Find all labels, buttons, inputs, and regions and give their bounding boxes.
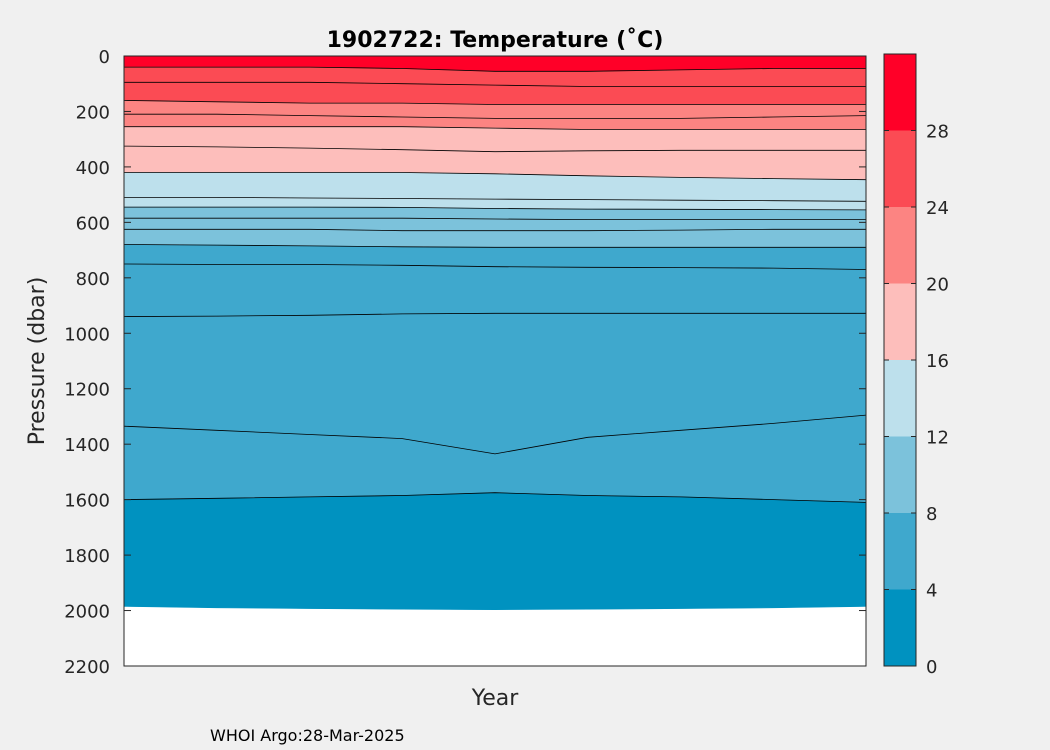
contour-fills bbox=[123, 55, 867, 611]
y-tick-label: 1400 bbox=[64, 435, 110, 456]
contour-line bbox=[123, 414, 867, 455]
y-tick-label: 400 bbox=[76, 158, 110, 179]
contour-line bbox=[124, 126, 866, 130]
y-tick-label: 2000 bbox=[64, 602, 110, 623]
colorbar-segment bbox=[884, 589, 916, 666]
contour-line bbox=[124, 228, 866, 232]
contour-line bbox=[124, 217, 866, 220]
colorbar-segment bbox=[884, 513, 916, 590]
y-tick-label: 800 bbox=[76, 269, 110, 290]
y-tick-label: 1000 bbox=[64, 324, 110, 345]
y-tick-label: 1800 bbox=[64, 546, 110, 567]
plot-area bbox=[123, 55, 867, 667]
contour-line bbox=[123, 145, 866, 153]
y-tick-label: 1600 bbox=[64, 491, 110, 512]
chart-title: 1902722: Temperature (˚C) bbox=[327, 28, 664, 53]
colorbar-segment bbox=[884, 54, 916, 131]
contour-line bbox=[123, 263, 867, 270]
contour-band bbox=[123, 263, 867, 317]
y-axis: 0 200 400 600 800 1000 1200 1400 1600 1800 2000 220… bbox=[64, 47, 866, 678]
contour-line bbox=[124, 66, 866, 72]
colorbar-segment bbox=[884, 130, 916, 207]
contour-line bbox=[124, 172, 867, 181]
y-tick-label: 200 bbox=[76, 102, 110, 123]
y-tick-label: 2200 bbox=[64, 657, 110, 678]
contour-line bbox=[124, 206, 867, 211]
contour-line bbox=[123, 312, 866, 317]
footer-credit: WHOI Argo:28-Mar-2025 bbox=[210, 726, 405, 745]
colorbar-segment bbox=[884, 207, 916, 284]
contour-line bbox=[124, 81, 866, 87]
contour-band bbox=[123, 217, 867, 231]
colorbar-tick-label: 20 bbox=[926, 275, 949, 296]
y-tick-label: 0 bbox=[99, 47, 110, 68]
colorbar-tick-label: 8 bbox=[926, 504, 937, 525]
y-tick-label: 600 bbox=[76, 213, 110, 234]
x-axis-label: Year bbox=[471, 686, 520, 711]
colorbar: 0 4 8 12 16 20 24 28 bbox=[883, 53, 949, 678]
contour-line bbox=[124, 197, 867, 202]
colorbar-tick-label: 0 bbox=[926, 657, 937, 678]
colorbar-tick-label: 4 bbox=[926, 581, 937, 602]
colorbar-segment bbox=[884, 436, 916, 513]
colorbar-tick-label: 24 bbox=[926, 198, 949, 219]
colorbar-tick-label: 28 bbox=[926, 122, 949, 143]
colorbar-tick-label: 12 bbox=[926, 428, 949, 449]
colorbar-segment bbox=[884, 360, 916, 437]
plot-frame bbox=[123, 55, 867, 667]
y-tick-label: 1200 bbox=[64, 380, 110, 401]
contour-line bbox=[123, 244, 866, 248]
contour-line bbox=[123, 492, 867, 503]
contour-band bbox=[123, 492, 867, 611]
colorbar-tick-label: 16 bbox=[926, 351, 949, 372]
contour-band bbox=[123, 229, 867, 248]
contour-line bbox=[123, 100, 866, 105]
contour-line bbox=[124, 113, 867, 119]
contour-lines bbox=[123, 66, 867, 503]
y-axis-label: Pressure (dbar) bbox=[25, 277, 50, 446]
colorbar-segment bbox=[884, 283, 916, 360]
